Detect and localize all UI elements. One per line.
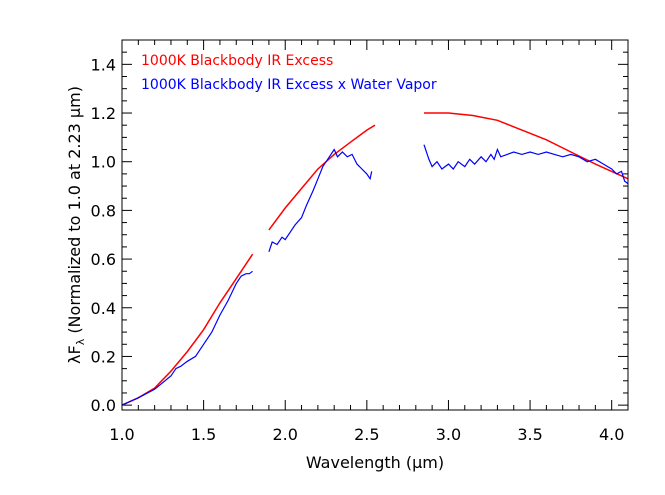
- y-axis-label: λFλ (Normalized to 1.0 at 2.23 μm): [65, 86, 87, 364]
- series-0-segment-0: [121, 253, 254, 406]
- y-label-sub: λ: [74, 338, 87, 345]
- x-tick-label: 3.5: [517, 425, 542, 444]
- series-0-segment-2: [424, 112, 629, 180]
- x-tick-label: 1.5: [191, 425, 216, 444]
- y-tick-label: 1.0: [91, 153, 116, 172]
- x-tick-labels: 1.0 1.5 2.0 2.5 3.0 3.5 4.0: [109, 425, 624, 444]
- y-tick-label: 1.4: [91, 55, 116, 74]
- x-axis-label: Wavelength (μm): [306, 453, 444, 472]
- y-tick-label: 0.4: [91, 299, 116, 318]
- ticks: [121, 39, 629, 410]
- x-tick-label: 2.5: [354, 425, 379, 444]
- x-tick-label: 2.0: [272, 425, 297, 444]
- x-tick-label: 3.0: [436, 425, 461, 444]
- y-tick-label: 0.2: [91, 347, 116, 366]
- y-tick-label: 0.0: [91, 396, 116, 415]
- x-tick-label: 1.0: [109, 425, 134, 444]
- series-1-segment-2: [423, 144, 629, 185]
- series-lines: [121, 112, 629, 406]
- legend-entry-water-vapor: 1000K Blackbody IR Excess x Water Vapor: [141, 77, 437, 93]
- y-label-rest: (Normalized to 1.0 at 2.23 μm): [65, 86, 84, 339]
- y-tick-label: 0.8: [91, 201, 116, 220]
- plot-frame: [121, 39, 629, 411]
- series-0-segment-1: [268, 124, 376, 231]
- y-tick-label: 0.6: [91, 250, 116, 269]
- y-tick-labels: 0.0 0.2 0.4 0.6 0.8 1.0 1.2 1.4: [91, 55, 116, 415]
- x-tick-label: 4.0: [599, 425, 624, 444]
- series-1-segment-0: [121, 270, 253, 406]
- y-tick-label: 1.2: [91, 104, 116, 123]
- legend-entry-blackbody: 1000K Blackbody IR Excess: [141, 53, 333, 69]
- series-1-segment-1: [268, 148, 373, 252]
- y-label-main: λF: [65, 345, 84, 364]
